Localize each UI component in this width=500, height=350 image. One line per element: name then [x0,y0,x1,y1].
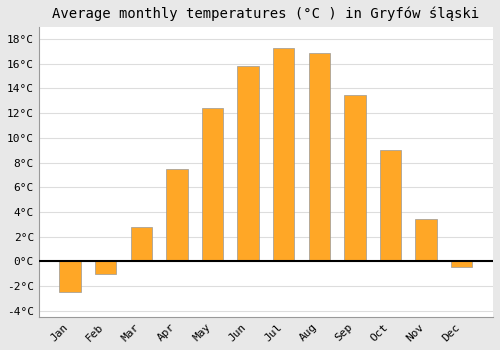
Bar [344,94,366,261]
Bar [130,227,152,261]
Bar [308,53,330,261]
Bar [416,219,437,261]
Bar [202,108,223,261]
Bar [166,169,188,261]
Bar [273,48,294,261]
Bar [380,150,401,261]
Bar [238,66,259,261]
Bar [60,261,81,292]
Title: Average monthly temperatures (°C ) in Gryfów śląski: Average monthly temperatures (°C ) in Gr… [52,7,480,21]
Bar [451,261,472,267]
Bar [95,261,116,274]
